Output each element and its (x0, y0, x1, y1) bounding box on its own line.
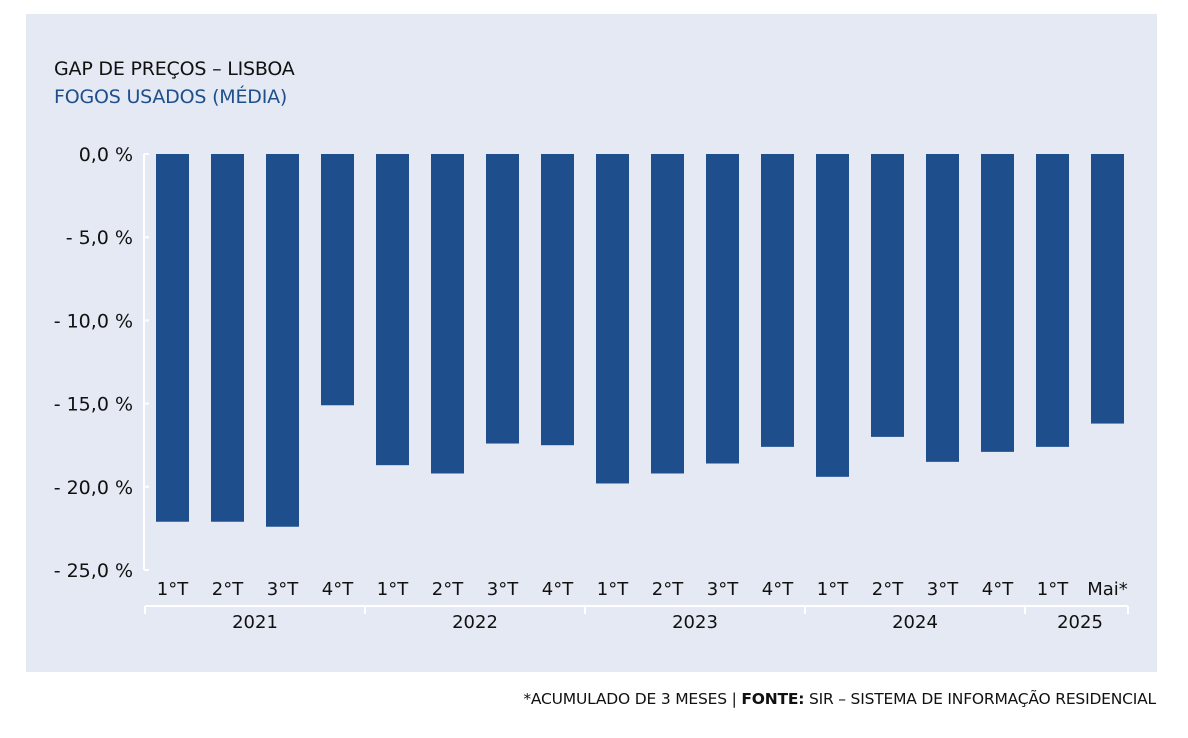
x-category-label: 2°T (652, 579, 684, 600)
x-category-label: 3°T (707, 579, 739, 600)
bar (706, 154, 739, 464)
bar (486, 154, 519, 444)
bar (541, 154, 574, 446)
y-tick-label: - 20,0 % (54, 477, 133, 499)
x-group-label: 2022 (452, 612, 498, 633)
chart-subtitle: FOGOS USADOS (MÉDIA) (54, 86, 288, 108)
bar (431, 154, 464, 474)
x-category-label: 3°T (267, 579, 299, 600)
x-group-label: 2021 (232, 612, 278, 633)
x-category-label: 4°T (982, 579, 1014, 600)
x-category-label: 1°T (157, 579, 189, 600)
x-category-label: 2°T (432, 579, 464, 600)
y-tick-label: 0,0 % (79, 144, 133, 166)
bar (376, 154, 409, 466)
x-category-label: 3°T (927, 579, 959, 600)
y-tick-label: - 25,0 % (54, 560, 133, 582)
bar (1036, 154, 1069, 447)
x-category-label: 1°T (1037, 579, 1069, 600)
bar (1091, 154, 1124, 424)
footnote-separator: | (726, 690, 742, 708)
bar (816, 154, 849, 477)
x-category-label: 1°T (817, 579, 849, 600)
bar (156, 154, 189, 522)
footnote-note: *ACUMULADO DE 3 MESES (523, 690, 727, 708)
bar (321, 154, 354, 406)
bar (926, 154, 959, 462)
x-category-label: 4°T (542, 579, 574, 600)
bar (651, 154, 684, 474)
bar (871, 154, 904, 437)
x-group-label: 2023 (672, 612, 718, 633)
y-tick-label: - 15,0 % (54, 394, 133, 416)
bar (596, 154, 629, 484)
x-category-label: 4°T (762, 579, 794, 600)
footnote: *ACUMULADO DE 3 MESES | FONTE: SIR – SIS… (523, 690, 1156, 708)
bar (981, 154, 1014, 452)
bar (211, 154, 244, 522)
x-category-label: 1°T (597, 579, 629, 600)
x-category-label: 2°T (212, 579, 244, 600)
x-group-label: 2024 (892, 612, 938, 633)
x-category-label: 4°T (322, 579, 354, 600)
bar (761, 154, 794, 447)
y-tick-label: - 10,0 % (54, 310, 133, 332)
x-category-label: 1°T (377, 579, 409, 600)
y-tick-label: - 5,0 % (66, 227, 133, 249)
x-category-label: 2°T (872, 579, 904, 600)
x-category-label: Mai* (1087, 579, 1128, 600)
chart-title: GAP DE PREÇOS – LISBOA (54, 58, 295, 80)
footnote-source: SIR – SISTEMA DE INFORMAÇÃO RESIDENCIAL (804, 690, 1156, 708)
x-category-label: 3°T (487, 579, 519, 600)
bar (266, 154, 299, 527)
footnote-source-label: FONTE: (741, 690, 805, 708)
x-group-label: 2025 (1057, 612, 1103, 633)
